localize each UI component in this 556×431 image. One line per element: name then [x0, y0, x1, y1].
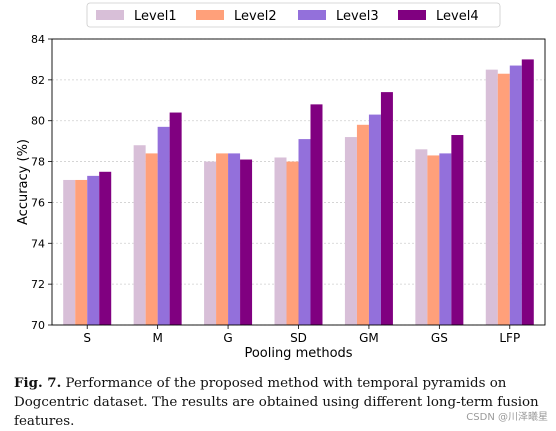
figure-caption: Fig. 7. Performance of the proposed meth… — [14, 374, 544, 431]
bar — [204, 161, 217, 325]
bar — [133, 145, 146, 325]
x-tick-label: GM — [359, 331, 379, 345]
legend-label: Level3 — [336, 9, 379, 24]
bar — [286, 161, 299, 325]
y-tick-label: 70 — [31, 319, 45, 332]
y-tick-label: 84 — [31, 33, 45, 46]
bar — [497, 73, 510, 325]
watermark: CSDN @川泽曦星 — [466, 412, 548, 423]
x-tick-label: S — [83, 331, 91, 345]
plot-frame — [51, 38, 546, 326]
y-tick-label: 80 — [31, 115, 45, 128]
bar — [75, 179, 88, 325]
x-axis-label: Pooling methods — [244, 346, 352, 361]
bar — [427, 155, 440, 325]
caption-label: Fig. 7. — [14, 375, 62, 391]
bar — [274, 157, 287, 325]
bar — [368, 114, 381, 325]
legend-label: Level1 — [134, 9, 177, 24]
legend-swatch — [298, 10, 326, 20]
x-tick-label: M — [152, 331, 162, 345]
legend-swatch — [96, 10, 124, 20]
chart-figure: 70 72 74 76 78 80 82 84 S M G SD GM GS LFP Pooling meth… — [16, 2, 546, 361]
y-tick-label: 76 — [31, 196, 45, 209]
bar — [63, 179, 76, 325]
bar — [99, 171, 112, 325]
bar — [298, 139, 311, 325]
y-tick-label: 78 — [31, 156, 45, 169]
legend-label: Level4 — [436, 9, 479, 24]
bar — [485, 69, 498, 326]
bar — [169, 112, 182, 326]
bar — [228, 153, 241, 325]
legend-box — [86, 2, 501, 28]
bar — [356, 124, 369, 325]
bar — [310, 104, 323, 325]
bar — [157, 126, 170, 325]
x-tick-label: G — [223, 331, 232, 345]
y-tick-label: 72 — [31, 278, 45, 291]
bar — [87, 175, 100, 325]
bar — [216, 153, 229, 325]
bar — [439, 153, 452, 325]
legend-swatch — [398, 10, 426, 20]
x-tick-label: SD — [290, 331, 307, 345]
y-axis-label: Accuracy (%) — [16, 139, 31, 225]
legend-swatch — [196, 10, 224, 20]
bar-chart: 70 72 74 76 78 80 82 84 S M G SD GM GS LFP Pooling meth… — [16, 2, 546, 361]
bar — [415, 149, 428, 325]
bar — [380, 92, 393, 325]
bar — [451, 135, 464, 325]
x-tick-label: LFP — [499, 331, 520, 345]
bar — [145, 153, 158, 325]
legend-label: Level2 — [234, 9, 277, 24]
x-tick-label: GS — [431, 331, 448, 345]
caption-text: Performance of the proposed method with … — [14, 376, 539, 429]
bar — [344, 137, 357, 325]
y-tick-label: 82 — [31, 74, 45, 87]
bar — [509, 65, 522, 326]
bar — [240, 159, 253, 325]
y-tick-label: 74 — [31, 237, 45, 250]
bar — [521, 59, 534, 326]
